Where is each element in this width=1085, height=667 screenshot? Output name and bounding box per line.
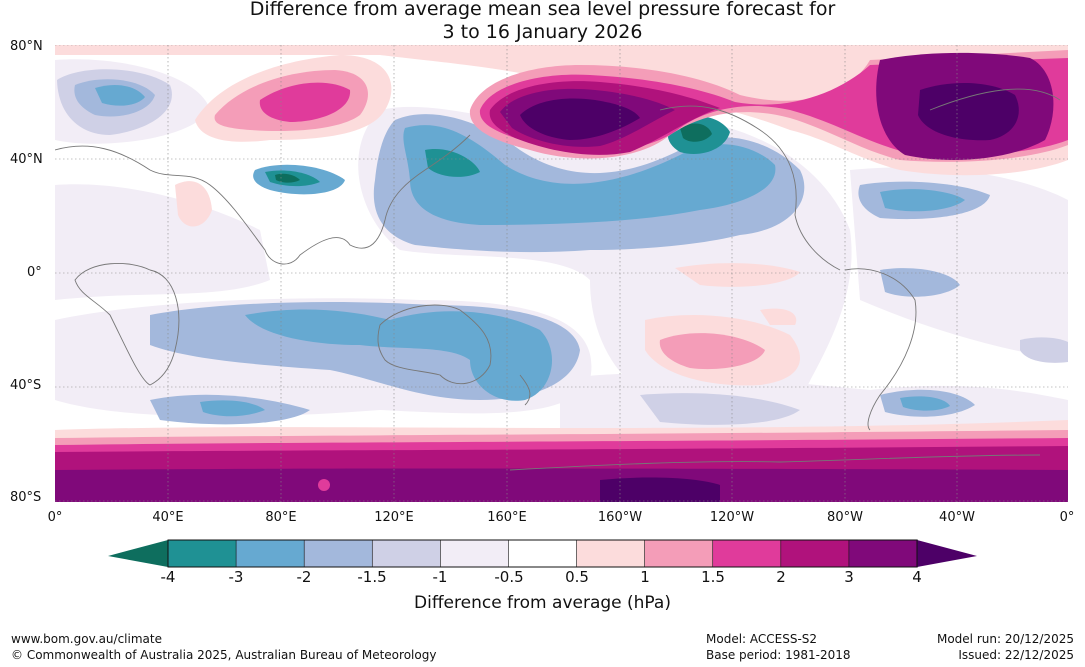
graticule (55, 45, 1068, 502)
footer-base-period: Base period: 1981-2018 (706, 648, 851, 662)
colorbar-swatch (235, 539, 305, 568)
colorbar-tick-label: 4 (912, 568, 922, 586)
colorbar-tick-label: -2 (296, 568, 312, 586)
footer-issued: Issued: 22/12/2025 (958, 648, 1074, 662)
colorbar-swatch (576, 539, 646, 568)
lon-label-0-left: 0° (47, 510, 63, 525)
anomaly-contours-positive (55, 45, 1068, 502)
colorbar-upper-extension (917, 540, 977, 567)
colorbar-swatch (508, 539, 578, 568)
colorbar-tick-label: -1.5 (357, 568, 387, 586)
colorbar-tick-label: -0.5 (494, 568, 524, 586)
colorbar-tick-label: 0.5 (565, 568, 589, 586)
coastlines (55, 88, 1061, 471)
map-title-line2: 3 to 16 January 2026 (442, 21, 643, 43)
lat-label-80s: 80°S (10, 490, 42, 505)
footer-copyright: © Commonwealth of Australia 2025, Austra… (11, 648, 437, 662)
colorbar-swatch (371, 539, 442, 568)
lon-label-120e: 120°E (374, 510, 414, 525)
colorbar-swatch (848, 539, 918, 568)
colorbar-tick-label: 1 (640, 568, 650, 586)
anomaly-contours-negative (57, 69, 1068, 425)
lon-label-80e: 80°E (265, 510, 297, 525)
footer-url: www.bom.gov.au/climate (11, 632, 162, 646)
colorbar-title: Difference from average (hPa) (414, 593, 671, 613)
lat-label-0: 0° (27, 265, 42, 280)
lon-label-80w: 80°W (827, 510, 863, 525)
colorbar-tick-label: -1 (432, 568, 448, 586)
colorbar-tick-label: -3 (228, 568, 244, 586)
lon-label-160e: 160°E (487, 510, 527, 525)
footer-model: Model: ACCESS-S2 (706, 632, 818, 646)
map-title-line1: Difference from average mean sea level p… (249, 0, 836, 20)
colorbar-swatch (440, 539, 510, 568)
lon-label-40e: 40°E (152, 510, 184, 525)
lat-label-40s: 40°S (10, 378, 42, 393)
colorbar-swatch (644, 539, 714, 568)
lon-label-120w: 120°W (709, 510, 755, 525)
footer-model-run: Model run: 20/12/2025 (936, 632, 1074, 646)
colorbar-tick-label: -4 (160, 568, 176, 586)
colorbar-tick-label: 1.5 (701, 568, 725, 586)
colorbar-lower-extension (108, 540, 168, 567)
colorbar-swatch (712, 539, 782, 568)
colorbar-tick-label: 2 (776, 568, 786, 586)
colorbar-swatch (303, 539, 374, 568)
colorbar-tick-label: 3 (844, 568, 854, 586)
colorbar-swatch (167, 539, 237, 568)
colorbar (108, 539, 977, 568)
lat-label-80n: 80°N (10, 39, 43, 54)
lat-label-40n: 40°N (10, 152, 43, 167)
colorbar-swatch (780, 539, 850, 568)
colorbar-frame (167, 539, 918, 568)
lon-label-0-right: 0° (1059, 510, 1075, 525)
lon-label-160w: 160°W (597, 510, 643, 525)
lon-label-40w: 40°W (939, 510, 975, 525)
